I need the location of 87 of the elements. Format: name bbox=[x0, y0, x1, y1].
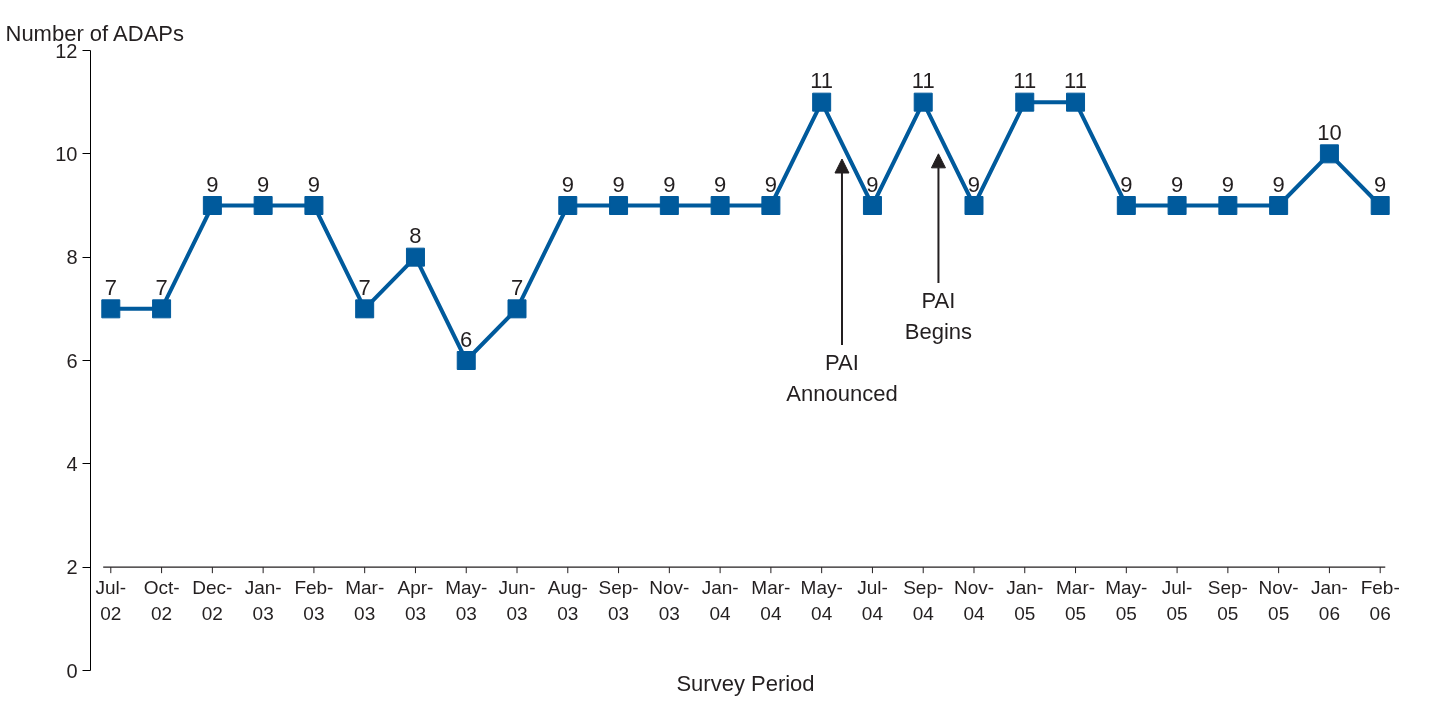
y-tick-label: 4 bbox=[66, 452, 78, 475]
data-label: 7 bbox=[155, 274, 168, 300]
data-label: 9 bbox=[866, 171, 879, 197]
point bbox=[253, 196, 273, 215]
point bbox=[507, 299, 527, 319]
point bbox=[101, 299, 121, 319]
point bbox=[558, 196, 578, 215]
x-tick-label: May-05 bbox=[1105, 577, 1148, 625]
x-tick-label: Jan-03 bbox=[244, 577, 282, 625]
data-label: 9 bbox=[663, 171, 676, 197]
point bbox=[710, 196, 730, 215]
data-label: 9 bbox=[1374, 171, 1387, 197]
x-tick-label: May-04 bbox=[800, 577, 843, 625]
x-tick-label: Aug-03 bbox=[547, 577, 588, 625]
point bbox=[1370, 196, 1390, 215]
data-label: 9 bbox=[1170, 171, 1184, 197]
data-label: 7 bbox=[358, 274, 371, 300]
point bbox=[405, 247, 425, 267]
x-axis-title: Survey Period bbox=[676, 670, 815, 696]
x-tick-label: Sep-04 bbox=[903, 577, 944, 625]
x-tick-label: Feb-03 bbox=[294, 577, 334, 625]
x-tick-label: May-03 bbox=[445, 577, 488, 625]
data-label: 9 bbox=[257, 171, 270, 197]
x-tick-label: Feb-06 bbox=[1360, 577, 1400, 625]
x-tick-label: Sep-05 bbox=[1207, 577, 1248, 625]
annotation: PAI Begins bbox=[904, 288, 973, 345]
point bbox=[812, 92, 832, 112]
x-tick-label: Dec-02 bbox=[192, 577, 233, 625]
y-tick-label: 6 bbox=[66, 349, 78, 372]
point bbox=[1218, 196, 1238, 215]
y-tick-label: 0 bbox=[66, 659, 78, 682]
point bbox=[202, 196, 222, 215]
x-tick-label: Jul-04 bbox=[857, 577, 888, 625]
x-tick-label: Sep-03 bbox=[598, 577, 639, 625]
annotation: PAI Announced bbox=[786, 350, 898, 407]
data-label: 9 bbox=[713, 171, 727, 197]
data-label: 9 bbox=[967, 171, 981, 197]
x-tick-label: Apr-03 bbox=[397, 577, 434, 625]
x-tick-label: Mar-04 bbox=[751, 577, 791, 625]
point bbox=[659, 196, 679, 215]
point bbox=[355, 299, 375, 319]
data-label: 7 bbox=[104, 274, 117, 300]
point bbox=[152, 299, 172, 319]
y-tick-label: 8 bbox=[66, 246, 78, 269]
point bbox=[1066, 92, 1086, 112]
data-label: 6 bbox=[460, 326, 473, 352]
x-tick-label: Jan-04 bbox=[701, 577, 739, 625]
x-tick-label: Oct-02 bbox=[143, 577, 180, 625]
y-tick-label: 2 bbox=[66, 556, 78, 579]
data-label: 8 bbox=[409, 223, 422, 249]
point bbox=[964, 196, 984, 215]
data-label: 9 bbox=[561, 171, 574, 197]
point bbox=[456, 351, 476, 370]
data-label: 10 bbox=[1317, 119, 1342, 145]
point bbox=[913, 92, 933, 112]
data-label: 9 bbox=[206, 171, 219, 197]
data-label: 7 bbox=[510, 274, 524, 300]
x-tick-label: Nov-05 bbox=[1258, 577, 1299, 625]
point bbox=[862, 196, 882, 215]
point bbox=[1167, 196, 1187, 215]
data-label: 11 bbox=[810, 68, 834, 94]
data-label: 9 bbox=[307, 171, 321, 197]
point bbox=[609, 196, 629, 215]
point bbox=[304, 196, 324, 215]
point bbox=[1319, 144, 1339, 164]
x-tick-label: Jun-03 bbox=[498, 577, 536, 625]
data-label: 9 bbox=[1272, 171, 1285, 197]
point bbox=[761, 196, 781, 215]
data-label: 11 bbox=[1064, 68, 1087, 94]
x-tick-label: Nov-03 bbox=[649, 577, 690, 625]
x-tick-label: Mar-03 bbox=[345, 577, 385, 625]
x-tick-label: Jan-05 bbox=[1006, 577, 1044, 625]
point bbox=[1116, 196, 1136, 215]
x-tick-label: Nov-04 bbox=[953, 577, 995, 625]
data-label: 9 bbox=[764, 171, 778, 197]
y-tick-label: 10 bbox=[55, 142, 78, 165]
data-label: 11 bbox=[911, 68, 935, 94]
x-tick-label: Jan-06 bbox=[1310, 577, 1348, 625]
x-tick-label: Jul-05 bbox=[1161, 577, 1193, 625]
data-label: 9 bbox=[1120, 171, 1133, 197]
point bbox=[1015, 92, 1035, 112]
x-tick-label: Jul-02 bbox=[95, 577, 127, 625]
data-label: 9 bbox=[612, 171, 625, 197]
point bbox=[1269, 196, 1289, 215]
x-tick-label: Mar-05 bbox=[1056, 577, 1096, 625]
data-label: 9 bbox=[1221, 171, 1234, 197]
data-label: 11 bbox=[1013, 68, 1037, 94]
